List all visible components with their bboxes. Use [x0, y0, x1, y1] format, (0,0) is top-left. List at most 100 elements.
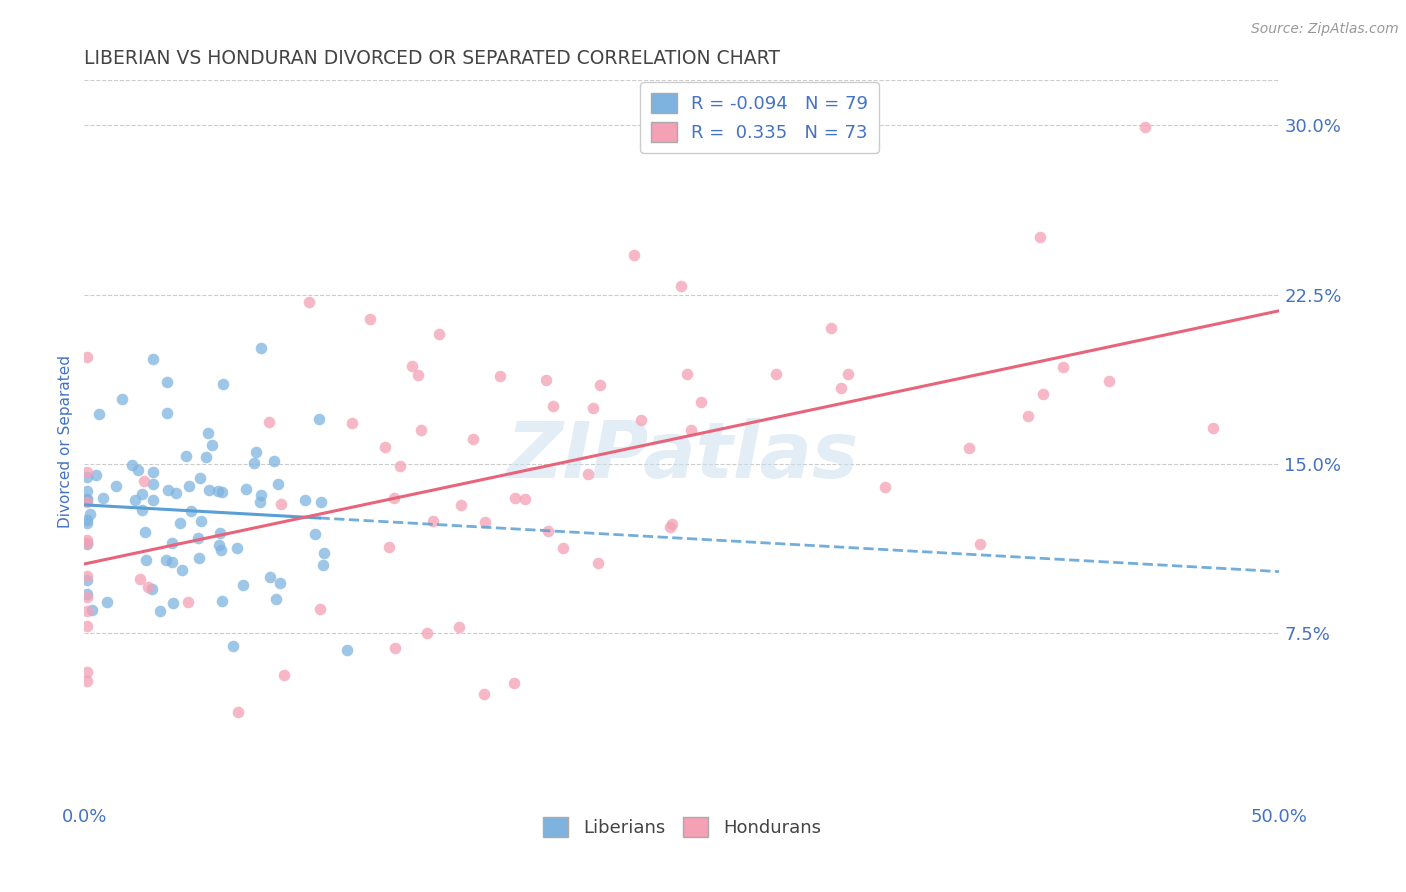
Point	[588, 556, 610, 570]
Point	[503, 491, 526, 505]
Point	[76, 465, 98, 479]
Point	[177, 478, 200, 492]
Point	[127, 463, 149, 477]
Point	[209, 542, 232, 557]
Point	[232, 578, 254, 592]
Point	[259, 415, 281, 429]
Point	[623, 248, 645, 262]
Point	[162, 535, 184, 549]
Point	[149, 604, 172, 618]
Point	[162, 596, 184, 610]
Point	[136, 580, 159, 594]
Point	[79, 508, 101, 522]
Point	[1098, 374, 1121, 388]
Point	[537, 524, 560, 538]
Point	[1032, 387, 1054, 401]
Point	[472, 687, 495, 701]
Point	[156, 483, 179, 497]
Point	[422, 514, 444, 528]
Point	[174, 449, 197, 463]
Point	[661, 516, 683, 531]
Point	[235, 483, 257, 497]
Point	[263, 453, 285, 467]
Point	[76, 590, 98, 604]
Point	[1133, 120, 1156, 134]
Point	[76, 492, 98, 507]
Point	[447, 620, 470, 634]
Point	[129, 572, 152, 586]
Point	[131, 486, 153, 500]
Legend: Liberians, Hondurans: Liberians, Hondurans	[536, 810, 828, 845]
Point	[1017, 409, 1039, 423]
Text: Source: ZipAtlas.com: Source: ZipAtlas.com	[1251, 22, 1399, 37]
Point	[312, 558, 335, 573]
Point	[76, 533, 98, 548]
Point	[503, 676, 526, 690]
Point	[226, 541, 249, 556]
Point	[76, 495, 98, 509]
Point	[222, 640, 245, 654]
Point	[134, 525, 156, 540]
Point	[76, 492, 98, 507]
Point	[630, 412, 652, 426]
Point	[131, 503, 153, 517]
Point	[408, 368, 430, 383]
Point	[76, 587, 98, 601]
Point	[374, 440, 396, 454]
Point	[312, 546, 335, 560]
Point	[195, 450, 218, 464]
Point	[669, 279, 692, 293]
Point	[242, 456, 264, 470]
Point	[264, 592, 287, 607]
Point	[96, 594, 118, 608]
Point	[197, 426, 219, 441]
Point	[169, 516, 191, 531]
Point	[142, 477, 165, 491]
Point	[76, 470, 98, 484]
Point	[76, 350, 98, 364]
Point	[211, 484, 233, 499]
Point	[188, 551, 211, 566]
Point	[382, 491, 405, 505]
Point	[359, 312, 381, 326]
Point	[190, 514, 212, 528]
Point	[76, 673, 98, 688]
Point	[681, 423, 703, 437]
Point	[294, 493, 316, 508]
Point	[141, 582, 163, 597]
Text: ZIPatlas: ZIPatlas	[506, 418, 858, 494]
Point	[837, 367, 859, 381]
Point	[142, 492, 165, 507]
Point	[142, 351, 165, 366]
Point	[820, 321, 842, 335]
Point	[589, 377, 612, 392]
Point	[411, 423, 433, 437]
Point	[142, 465, 165, 479]
Point	[76, 537, 98, 551]
Point	[156, 375, 179, 389]
Point	[162, 555, 184, 569]
Point	[765, 368, 787, 382]
Point	[135, 553, 157, 567]
Point	[211, 593, 233, 607]
Point	[249, 342, 271, 356]
Point	[80, 603, 103, 617]
Point	[304, 527, 326, 541]
Point	[267, 476, 290, 491]
Point	[132, 475, 155, 489]
Point	[830, 381, 852, 395]
Point	[208, 538, 231, 552]
Point	[1029, 229, 1052, 244]
Point	[474, 515, 496, 529]
Y-axis label: Divorced or Separated: Divorced or Separated	[58, 355, 73, 528]
Point	[155, 553, 177, 567]
Point	[188, 471, 211, 485]
Point	[208, 526, 231, 541]
Point	[1202, 420, 1225, 434]
Point	[388, 459, 411, 474]
Point	[1052, 359, 1074, 374]
Point	[401, 359, 423, 373]
Point	[207, 484, 229, 499]
Text: LIBERIAN VS HONDURAN DIVORCED OR SEPARATED CORRELATION CHART: LIBERIAN VS HONDURAN DIVORCED OR SEPARAT…	[84, 48, 780, 68]
Point	[576, 467, 599, 482]
